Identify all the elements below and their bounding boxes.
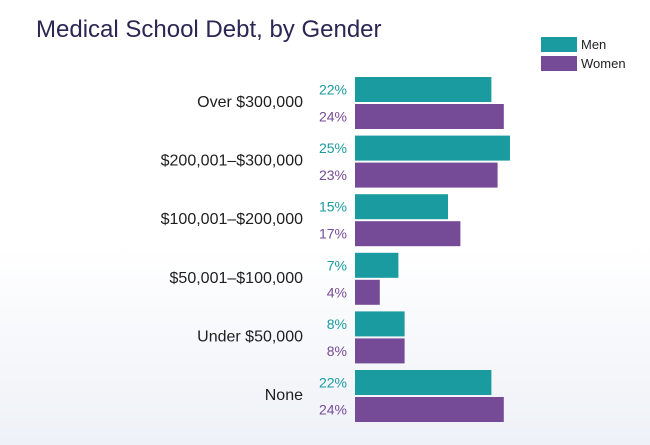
bar-women	[355, 162, 498, 188]
data-label-men: 7%	[327, 257, 347, 273]
data-label-women: 8%	[327, 343, 347, 359]
category-label: $50,001–$100,000	[170, 270, 304, 287]
legend-swatch-women	[541, 56, 577, 71]
category-label: None	[265, 387, 303, 404]
category-label: Over $300,000	[197, 94, 303, 111]
data-label-men: 25%	[319, 140, 347, 156]
bar-women	[355, 279, 380, 305]
data-label-men: 22%	[319, 375, 347, 391]
legend: Men Women	[541, 37, 626, 71]
bar-men	[355, 135, 510, 161]
data-label-women: 24%	[319, 402, 347, 418]
bar-women	[355, 338, 405, 364]
bar-women	[355, 221, 461, 247]
data-label-men: 22%	[319, 82, 347, 98]
category-label: Under $50,000	[197, 328, 303, 345]
bar-men	[355, 77, 492, 102]
legend-swatch-men	[541, 37, 577, 52]
data-label-women: 24%	[319, 109, 347, 125]
data-label-women: 23%	[319, 167, 347, 183]
data-label-women: 17%	[319, 226, 347, 242]
bar-men	[355, 311, 405, 337]
bar-women	[355, 104, 504, 129]
category-label: $100,001–$200,000	[161, 211, 303, 228]
bar-men	[355, 370, 492, 395]
legend-label-men: Men	[581, 37, 606, 52]
category-label: $200,001–$300,000	[161, 153, 303, 170]
data-label-women: 4%	[327, 284, 347, 300]
plot-area: Over $300,000 22% 24% $200,001–$300,000 25% 2…	[161, 77, 510, 422]
data-label-men: 8%	[327, 316, 347, 332]
chart-title: Medical School Debt, by Gender	[36, 16, 382, 43]
legend-label-women: Women	[581, 56, 626, 71]
bar-men	[355, 194, 448, 220]
bar-men	[355, 252, 399, 278]
bar-women	[355, 397, 504, 422]
data-label-men: 15%	[319, 199, 347, 215]
